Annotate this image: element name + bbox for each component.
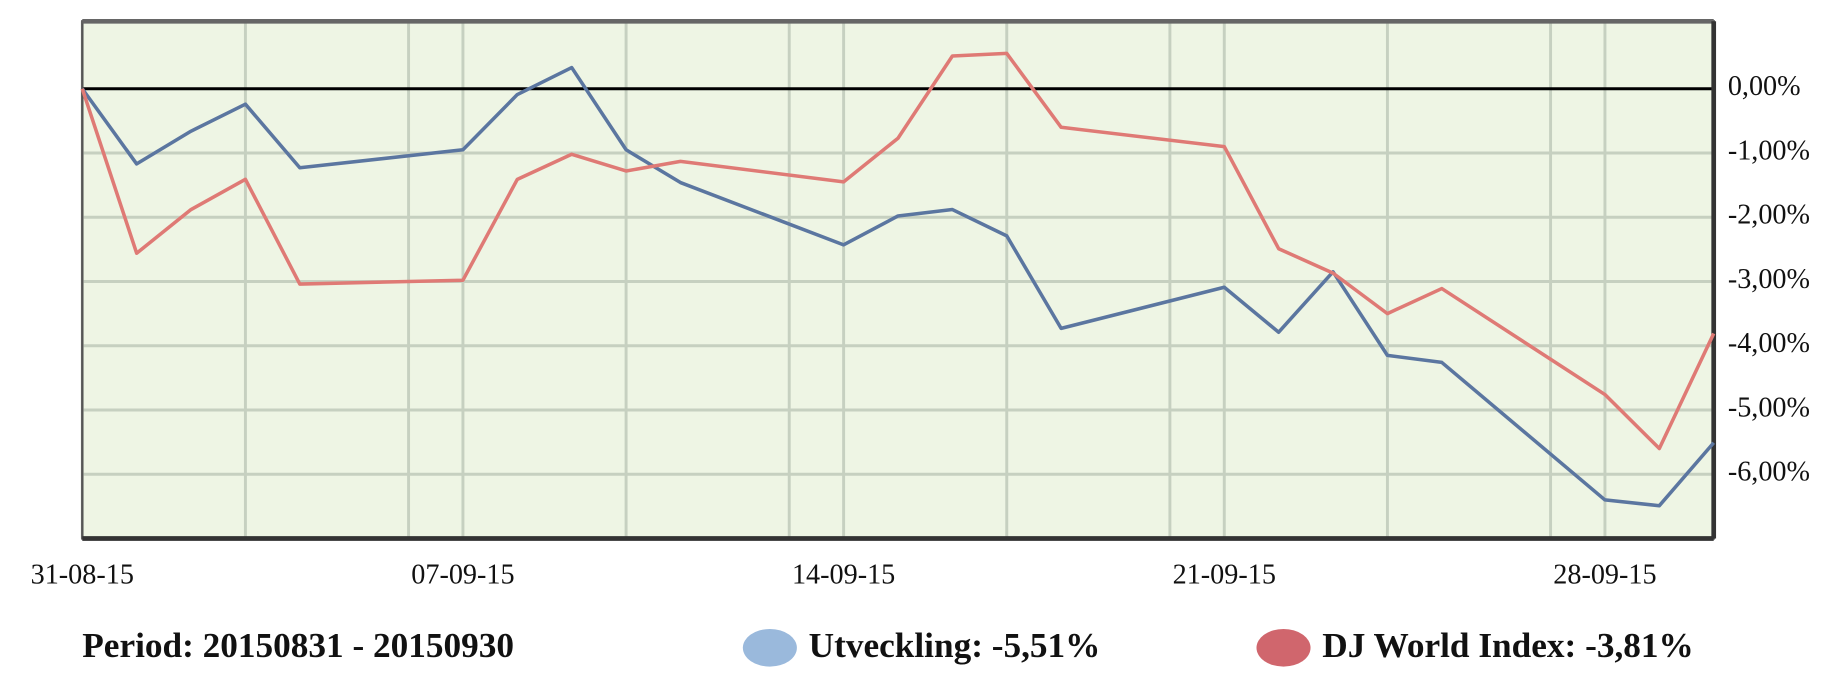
legend-swatch	[1256, 628, 1311, 667]
y-tick-label: 0,00%	[1728, 71, 1801, 102]
y-tick-label: -4,00%	[1728, 328, 1810, 359]
y-tick-label: -6,00%	[1728, 457, 1810, 488]
legend-swatch	[742, 628, 797, 667]
x-tick-label: 31-08-15	[31, 560, 134, 591]
x-tick-label: 21-09-15	[1173, 560, 1276, 591]
legend-label: Utveckling: -5,51%	[809, 626, 1101, 665]
series-line	[80, 51, 1716, 451]
series-line	[80, 65, 1716, 508]
y-tick-label: -1,00%	[1728, 135, 1810, 166]
period-label: Period: 20150831 - 20150930	[82, 626, 514, 665]
x-tick-label: 07-09-15	[411, 560, 514, 591]
y-tick-label: -2,00%	[1728, 200, 1810, 231]
y-tick-label: -3,00%	[1728, 264, 1810, 295]
y-tick-label: -5,00%	[1728, 392, 1810, 423]
plot-area	[82, 21, 1714, 539]
x-tick-label: 28-09-15	[1553, 560, 1656, 591]
legend-label: DJ World Index: -3,81%	[1322, 626, 1693, 665]
x-tick-label: 14-09-15	[792, 560, 895, 591]
